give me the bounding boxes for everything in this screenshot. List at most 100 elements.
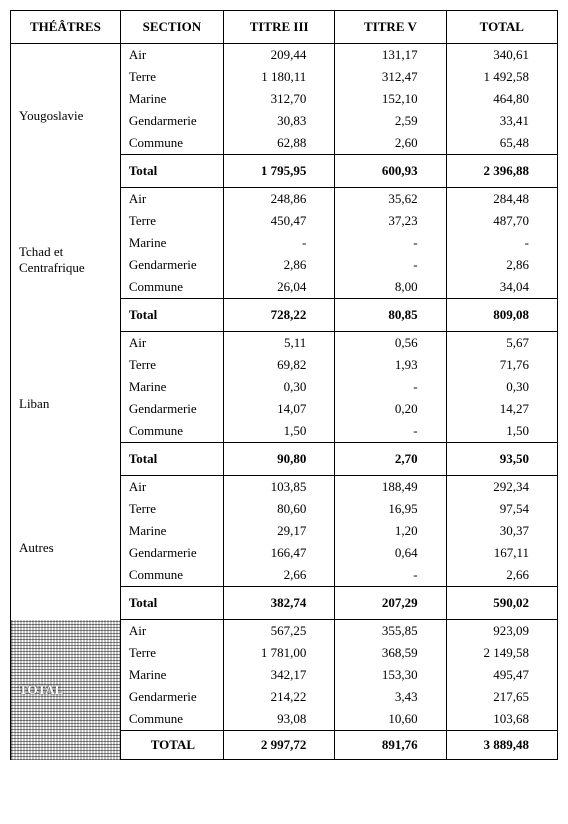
value-cell: 103,85 bbox=[223, 476, 334, 499]
theatre-cell: Liban bbox=[11, 332, 121, 476]
value-cell: 342,17 bbox=[223, 664, 334, 686]
col-section: SECTION bbox=[120, 11, 223, 44]
value-cell: 1 781,00 bbox=[223, 642, 334, 664]
value-cell: 217,65 bbox=[446, 686, 557, 708]
value-cell: 209,44 bbox=[223, 44, 334, 67]
subtotal-label: Total bbox=[120, 443, 223, 476]
section-cell: Commune bbox=[120, 708, 223, 731]
value-cell: 152,10 bbox=[335, 88, 446, 110]
section-cell: Terre bbox=[120, 66, 223, 88]
value-cell: 80,85 bbox=[335, 299, 446, 332]
value-cell: 14,27 bbox=[446, 398, 557, 420]
grand-total-label: TOTAL bbox=[120, 731, 223, 760]
value-cell: 1,20 bbox=[335, 520, 446, 542]
theatre-cell: Tchad etCentrafrique bbox=[11, 188, 121, 332]
value-cell: 35,62 bbox=[335, 188, 446, 211]
value-cell: 93,08 bbox=[223, 708, 334, 731]
value-cell: - bbox=[335, 564, 446, 587]
theatre-cell: Yougoslavie bbox=[11, 44, 121, 188]
value-cell: 567,25 bbox=[223, 620, 334, 643]
value-cell: 3,43 bbox=[335, 686, 446, 708]
table-row: AutresAir103,85188,49292,34 bbox=[11, 476, 558, 499]
budget-table: THÉÂTRES SECTION TITRE III TITRE V TOTAL… bbox=[10, 10, 558, 760]
section-cell: Terre bbox=[120, 354, 223, 376]
header-row: THÉÂTRES SECTION TITRE III TITRE V TOTAL bbox=[11, 11, 558, 44]
value-cell: 1,50 bbox=[223, 420, 334, 443]
value-cell: 2,70 bbox=[335, 443, 446, 476]
value-cell: 1,50 bbox=[446, 420, 557, 443]
section-cell: Marine bbox=[120, 520, 223, 542]
value-cell: 37,23 bbox=[335, 210, 446, 232]
value-cell: 131,17 bbox=[335, 44, 446, 67]
subtotal-label: Total bbox=[120, 587, 223, 620]
value-cell: 65,48 bbox=[446, 132, 557, 155]
value-cell: 464,80 bbox=[446, 88, 557, 110]
value-cell: 2,59 bbox=[335, 110, 446, 132]
value-cell: 16,95 bbox=[335, 498, 446, 520]
value-cell: 355,85 bbox=[335, 620, 446, 643]
table-row: Tchad etCentrafriqueAir248,8635,62284,48 bbox=[11, 188, 558, 211]
value-cell: 5,67 bbox=[446, 332, 557, 355]
value-cell: - bbox=[335, 376, 446, 398]
value-cell: 30,37 bbox=[446, 520, 557, 542]
col-titre3: TITRE III bbox=[223, 11, 334, 44]
value-cell: 1 180,11 bbox=[223, 66, 334, 88]
section-cell: Air bbox=[120, 44, 223, 67]
col-titre5: TITRE V bbox=[335, 11, 446, 44]
value-cell: 14,07 bbox=[223, 398, 334, 420]
value-cell: 1 795,95 bbox=[223, 155, 334, 188]
value-cell: 2 997,72 bbox=[223, 731, 334, 760]
col-theatres: THÉÂTRES bbox=[11, 11, 121, 44]
value-cell: 1 492,58 bbox=[446, 66, 557, 88]
value-cell: 292,34 bbox=[446, 476, 557, 499]
grand-total-label-cell: TOTAL bbox=[11, 620, 121, 760]
value-cell: 3 889,48 bbox=[446, 731, 557, 760]
section-cell: Commune bbox=[120, 132, 223, 155]
value-cell: 2,66 bbox=[223, 564, 334, 587]
value-cell: 90,80 bbox=[223, 443, 334, 476]
value-cell: 312,70 bbox=[223, 88, 334, 110]
value-cell: 103,68 bbox=[446, 708, 557, 731]
col-total: TOTAL bbox=[446, 11, 557, 44]
section-cell: Air bbox=[120, 620, 223, 643]
value-cell: 34,04 bbox=[446, 276, 557, 299]
value-cell: 2 149,58 bbox=[446, 642, 557, 664]
value-cell: 214,22 bbox=[223, 686, 334, 708]
value-cell: 26,04 bbox=[223, 276, 334, 299]
section-cell: Terre bbox=[120, 210, 223, 232]
value-cell: 2,86 bbox=[223, 254, 334, 276]
section-cell: Gendarmerie bbox=[120, 398, 223, 420]
section-cell: Gendarmerie bbox=[120, 254, 223, 276]
value-cell: 450,47 bbox=[223, 210, 334, 232]
value-cell: 69,82 bbox=[223, 354, 334, 376]
value-cell: - bbox=[335, 232, 446, 254]
value-cell: 382,74 bbox=[223, 587, 334, 620]
section-cell: Gendarmerie bbox=[120, 686, 223, 708]
value-cell: 62,88 bbox=[223, 132, 334, 155]
value-cell: 487,70 bbox=[446, 210, 557, 232]
section-cell: Marine bbox=[120, 88, 223, 110]
value-cell: 2 396,88 bbox=[446, 155, 557, 188]
value-cell: 312,47 bbox=[335, 66, 446, 88]
value-cell: - bbox=[335, 420, 446, 443]
value-cell: 5,11 bbox=[223, 332, 334, 355]
section-cell: Marine bbox=[120, 664, 223, 686]
value-cell: 0,30 bbox=[223, 376, 334, 398]
value-cell: 368,59 bbox=[335, 642, 446, 664]
subtotal-label: Total bbox=[120, 155, 223, 188]
value-cell: 29,17 bbox=[223, 520, 334, 542]
value-cell: - bbox=[335, 254, 446, 276]
value-cell: 80,60 bbox=[223, 498, 334, 520]
value-cell: 248,86 bbox=[223, 188, 334, 211]
value-cell: 2,86 bbox=[446, 254, 557, 276]
section-cell: Air bbox=[120, 476, 223, 499]
value-cell: 0,20 bbox=[335, 398, 446, 420]
value-cell: 1,93 bbox=[335, 354, 446, 376]
value-cell: - bbox=[446, 232, 557, 254]
theatre-cell: Autres bbox=[11, 476, 121, 620]
subtotal-label: Total bbox=[120, 299, 223, 332]
section-cell: Terre bbox=[120, 498, 223, 520]
section-cell: Air bbox=[120, 188, 223, 211]
section-cell: Marine bbox=[120, 232, 223, 254]
value-cell: 167,11 bbox=[446, 542, 557, 564]
